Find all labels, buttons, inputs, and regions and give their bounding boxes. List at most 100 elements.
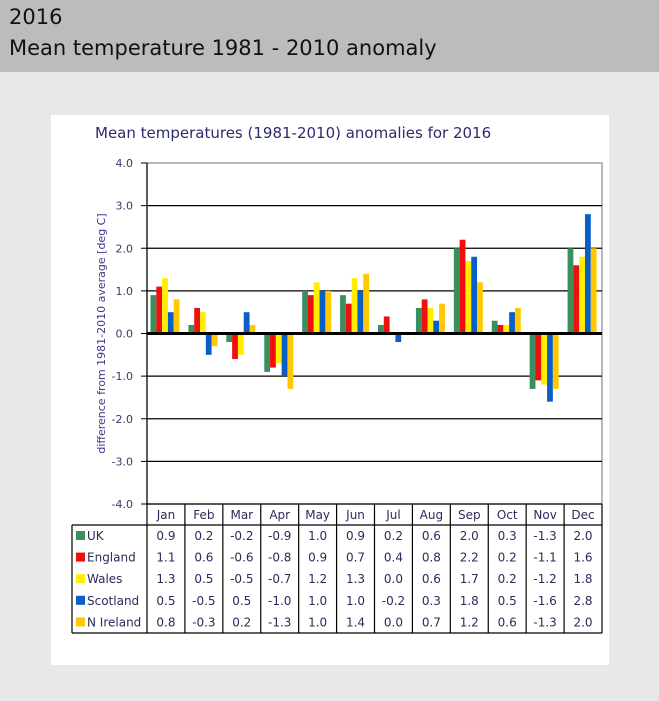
- data-cell: 2.8: [573, 594, 592, 608]
- data-cell: 1.1: [156, 551, 175, 565]
- data-cell: 0.9: [156, 529, 175, 543]
- data-cell: 2.0: [573, 615, 592, 629]
- data-cell: 0.5: [194, 572, 213, 586]
- data-cell: 1.6: [573, 551, 592, 565]
- bar-n-ireland-jan: [173, 299, 180, 334]
- category-label-may: May: [305, 508, 330, 522]
- category-label-feb: Feb: [193, 508, 214, 522]
- data-cell: 0.5: [156, 594, 175, 608]
- legend-swatch-uk: [76, 531, 85, 540]
- legend-swatch-n-ireland: [76, 617, 85, 627]
- bar-wales-dec: [579, 256, 585, 334]
- bar-n-ireland-jun: [363, 273, 370, 334]
- data-cell: -0.6: [230, 551, 253, 565]
- data-cell: -0.9: [268, 529, 291, 543]
- bar-england-jan: [156, 286, 163, 334]
- bar-scotland-aug: [433, 320, 440, 334]
- bar-scotland-apr: [281, 333, 288, 377]
- bar-scotland-dec: [584, 214, 591, 334]
- bar-n-ireland-dec: [590, 248, 597, 334]
- bar-england-sep: [459, 239, 466, 334]
- bar-england-oct: [497, 324, 504, 334]
- category-label-mar: Mar: [230, 508, 253, 522]
- data-cell: 2.2: [460, 551, 479, 565]
- data-cell: 0.2: [232, 615, 251, 629]
- chart-card: [51, 115, 609, 665]
- bar-n-ireland-oct: [514, 307, 521, 334]
- data-cell: 0.2: [498, 572, 517, 586]
- bar-england-dec: [573, 265, 580, 334]
- category-label-oct: Oct: [497, 508, 518, 522]
- data-cell: 0.6: [498, 615, 517, 629]
- bar-england-nov: [535, 333, 542, 381]
- data-cell: 1.0: [308, 594, 327, 608]
- bar-scotland-sep: [471, 256, 478, 334]
- bar-scotland-jun: [357, 290, 364, 334]
- category-label-aug: Aug: [420, 508, 443, 522]
- bar-wales-feb: [200, 312, 206, 334]
- data-cell: 0.6: [194, 551, 213, 565]
- data-cell: -1.2: [533, 572, 556, 586]
- data-cell: 1.0: [308, 529, 327, 543]
- bar-n-ireland-aug: [439, 303, 445, 334]
- bar-uk-oct: [491, 320, 498, 334]
- data-cell: -0.8: [268, 551, 291, 565]
- y-tick-label: 4.0: [116, 157, 134, 170]
- bar-scotland-nov: [547, 333, 553, 402]
- data-cell: 0.8: [156, 615, 175, 629]
- bar-wales-jun: [351, 278, 358, 334]
- bar-wales-nov: [541, 333, 548, 385]
- data-cell: 1.4: [346, 615, 365, 629]
- bar-uk-jul: [378, 324, 384, 334]
- bar-england-feb: [194, 307, 201, 334]
- y-tick-label: 3.0: [116, 200, 134, 213]
- bar-uk-nov: [529, 333, 536, 389]
- y-tick-label: 0.0: [116, 328, 134, 341]
- bar-england-may: [307, 295, 314, 334]
- data-cell: 1.0: [308, 615, 327, 629]
- bar-england-apr: [270, 333, 276, 368]
- bar-wales-aug: [427, 307, 434, 334]
- data-cell: 0.7: [346, 551, 365, 565]
- y-tick-label: -1.0: [112, 370, 133, 383]
- legend-label-wales: Wales: [87, 572, 122, 586]
- page-year: 2016: [9, 5, 63, 29]
- y-tick-label: -2.0: [112, 413, 133, 426]
- data-cell: -1.6: [533, 594, 556, 608]
- legend-label-england: England: [87, 551, 136, 565]
- data-cell: -0.7: [268, 572, 291, 586]
- bar-wales-sep: [465, 261, 472, 334]
- data-cell: 0.0: [384, 572, 403, 586]
- data-cell: -0.3: [192, 615, 215, 629]
- data-cell: 0.8: [422, 551, 441, 565]
- data-cell: 0.9: [308, 551, 327, 565]
- data-cell: 0.3: [498, 529, 517, 543]
- bar-n-ireland-mar: [249, 324, 256, 334]
- y-tick-label: 2.0: [116, 242, 134, 255]
- bar-uk-may: [302, 290, 308, 334]
- data-cell: -0.2: [230, 529, 253, 543]
- bar-scotland-mar: [243, 312, 250, 334]
- y-tick-label: 1.0: [116, 285, 134, 298]
- data-cell: -1.3: [533, 615, 556, 629]
- legend-label-uk: UK: [87, 529, 105, 543]
- bar-n-ireland-may: [325, 290, 332, 334]
- data-cell: 1.8: [460, 594, 479, 608]
- data-cell: -1.1: [533, 551, 556, 565]
- bar-uk-jun: [340, 295, 346, 334]
- data-cell: 0.6: [422, 572, 441, 586]
- y-axis-label: difference from 1981-2010 average [deg C…: [95, 213, 108, 453]
- bar-wales-oct: [503, 324, 510, 334]
- bar-wales-may: [313, 282, 320, 334]
- chart-title: Mean temperatures (1981-2010) anomalies …: [95, 124, 492, 142]
- data-cell: 2.0: [573, 529, 592, 543]
- data-cell: 0.7: [422, 615, 441, 629]
- data-cell: -0.2: [382, 594, 405, 608]
- legend-swatch-england: [76, 552, 85, 562]
- bar-n-ireland-apr: [287, 333, 294, 389]
- data-cell: 1.3: [346, 572, 365, 586]
- page-header: 2016 Mean temperature 1981 - 2010 anomal…: [0, 0, 659, 72]
- data-cell: 1.7: [460, 572, 479, 586]
- bar-uk-mar: [226, 333, 233, 343]
- bar-england-mar: [232, 333, 238, 360]
